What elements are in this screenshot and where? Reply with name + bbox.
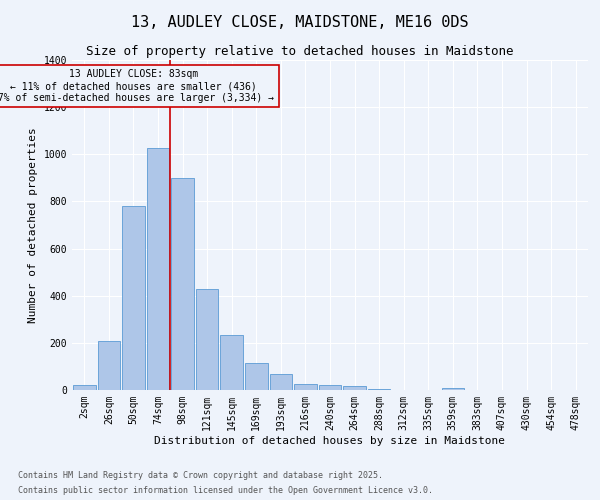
- Bar: [98, 340, 120, 390]
- Bar: [220, 334, 243, 390]
- Bar: [368, 389, 391, 390]
- Bar: [269, 374, 292, 390]
- Bar: [442, 388, 464, 390]
- Bar: [171, 178, 194, 390]
- Bar: [146, 148, 169, 390]
- Text: 13 AUDLEY CLOSE: 83sqm
← 11% of detached houses are smaller (436)
87% of semi-de: 13 AUDLEY CLOSE: 83sqm ← 11% of detached…: [0, 70, 274, 102]
- Text: Contains HM Land Registry data © Crown copyright and database right 2025.: Contains HM Land Registry data © Crown c…: [18, 471, 383, 480]
- Bar: [122, 206, 145, 390]
- Bar: [196, 288, 218, 390]
- Text: 13, AUDLEY CLOSE, MAIDSTONE, ME16 0DS: 13, AUDLEY CLOSE, MAIDSTONE, ME16 0DS: [131, 15, 469, 30]
- Bar: [294, 384, 317, 390]
- Bar: [245, 363, 268, 390]
- Y-axis label: Number of detached properties: Number of detached properties: [28, 127, 38, 323]
- X-axis label: Distribution of detached houses by size in Maidstone: Distribution of detached houses by size …: [155, 436, 505, 446]
- Bar: [73, 386, 95, 390]
- Text: Size of property relative to detached houses in Maidstone: Size of property relative to detached ho…: [86, 45, 514, 58]
- Bar: [319, 385, 341, 390]
- Text: Contains public sector information licensed under the Open Government Licence v3: Contains public sector information licen…: [18, 486, 433, 495]
- Bar: [343, 386, 366, 390]
